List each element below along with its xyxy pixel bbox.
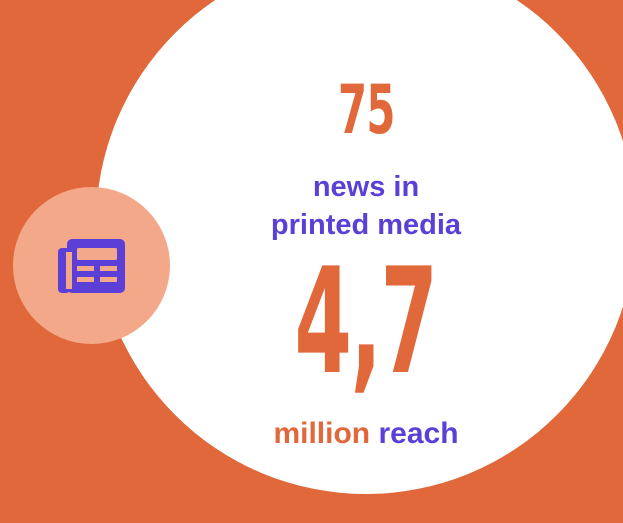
stat-news-count: 75 xyxy=(206,76,526,143)
news-label-line2: printed media xyxy=(270,209,462,241)
reach-value: 4,7 xyxy=(294,235,439,407)
reach-label-million: million xyxy=(273,417,371,450)
news-count-value: 75 xyxy=(337,70,395,150)
news-label-line1: news in xyxy=(312,171,420,203)
newspaper-icon xyxy=(57,238,125,293)
stat-reach-label: million reach xyxy=(206,414,526,454)
background-circle xyxy=(96,0,623,494)
stat-news-label: news in printed media xyxy=(206,168,526,244)
reach-label-reach: reach xyxy=(378,417,459,450)
stat-reach: 4,7 xyxy=(206,248,526,394)
icon-badge xyxy=(13,187,170,344)
